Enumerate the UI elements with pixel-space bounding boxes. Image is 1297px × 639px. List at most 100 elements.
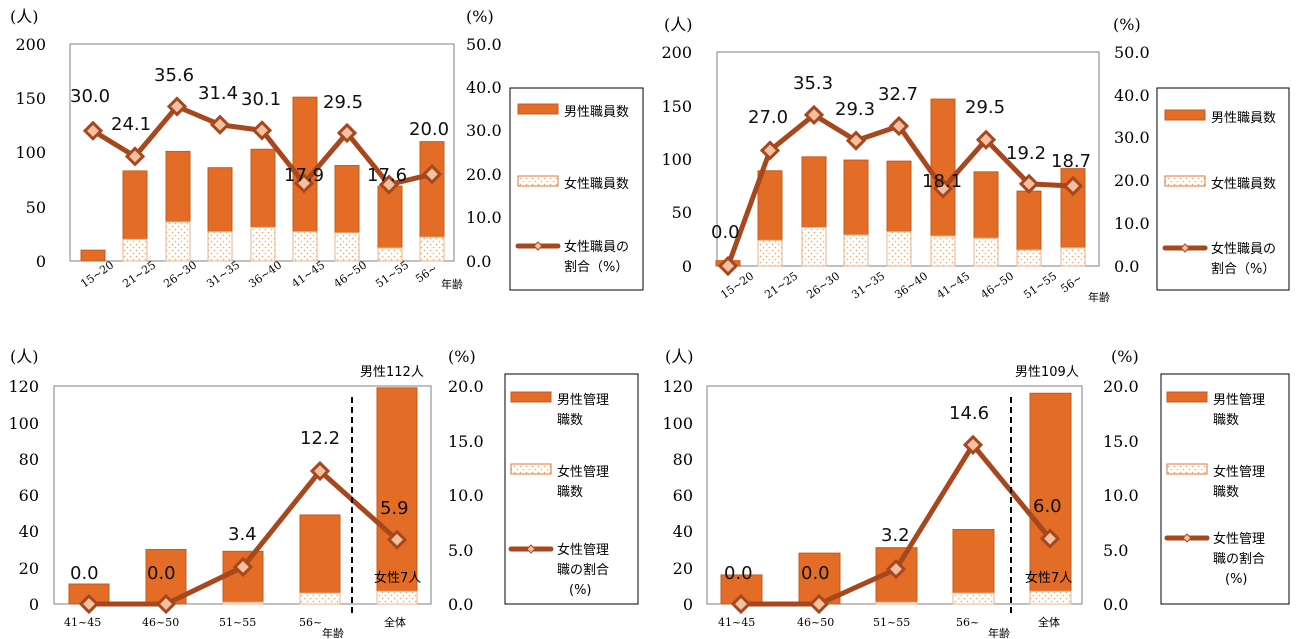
chart-top-right-category-label-1: 21~25 [762,269,800,301]
chart-top-left-legend-female-swatch [517,175,559,187]
chart-top-right-legend-box [1156,87,1290,291]
chart-top-right-data-label-3: 29.3 [835,99,875,120]
chart-bottom-right-right-tick-2: 10.0 [1103,486,1139,505]
chart-bottom-left-ratio-point-2 [232,556,254,578]
chart-bottom-right-right-tick-1: 15.0 [1103,432,1139,451]
chart-bottom-left-data-label-2: 3.4 [228,524,257,545]
chart-top-left-x-axis-label: 年齢 [441,277,463,291]
chart-top-left-category-label-5: 41~45 [289,258,327,290]
chart-top-right-right-tick-2: 30.0 [1114,128,1150,147]
chart-top-right-data-label-8: 18.7 [1051,151,1091,172]
chart-top-right-legend-text-2-b: 割合（%） [1211,261,1275,277]
chart-top-left-legend-text-0-a: 男性職員数 [564,105,629,120]
chart-bottom-left-left-tick-6: 0 [29,595,39,614]
chart-bottom-right-category-label-0: 41~45 [718,616,755,629]
chart-bottom-left-female-bar-2 [222,601,264,605]
chart-bottom-left-category-label-4: 全体 [384,615,406,629]
chart-top-left-right-tick-0: 50.0 [466,35,502,54]
chart-top-right-data-label-4: 32.7 [878,84,918,105]
chart-top-right-left-tick-4: 0 [682,257,692,276]
chart-top-left-right-tick-5: 0.0 [466,252,491,271]
chart-top-right-data-label-6: 29.5 [965,97,1005,118]
chart-bottom-left-x-axis-label: 年齢 [322,626,344,639]
chart-bottom-left-data-label-3: 12.2 [300,428,340,449]
chart-bottom-left-left-tick-3: 60 [19,486,39,505]
chart-bottom-right-left-tick-5: 20 [673,559,693,578]
chart-top-right-female-bar-6 [973,237,999,267]
chart-bottom-right-left-axis-unit: (人) [665,347,694,366]
chart-top-right-category-label-4: 36~40 [892,269,930,301]
chart-top-right-right-tick-0: 50.0 [1114,43,1150,62]
chart-top-right-ratio-point-0 [717,255,739,277]
chart-bottom-left-left-tick-1: 100 [8,414,39,433]
chart-bottom-right-ratio-point-0 [730,593,752,615]
chart-bottom-left-legend-female-swatch [510,463,552,475]
chart-top-right-female-bar-7 [1016,249,1042,267]
chart-bottom-left-data-label-1: 0.0 [147,563,176,584]
chart-bottom-left-legend-text-2-a: 女性管理 [557,542,609,558]
chart-top-left-left-tick-0: 200 [15,35,46,54]
chart-bottom-right-left-tick-6: 0 [683,595,693,614]
chart-bottom-right-female-bar-4 [1029,590,1072,605]
chart-top-left-female-bar-3 [207,231,233,262]
chart-bottom-right-legend-text-2-b: 職の割合 [1213,551,1265,567]
chart-bottom-left-category-label-0: 41~45 [64,616,101,629]
chart-bottom-right-right-axis-unit: (%) [1111,347,1139,366]
chart-bottom-left-female-bar-4 [376,590,418,605]
chart-bottom-left-ratio-point-4 [386,529,408,550]
chart-top-right-left-tick-0: 200 [661,43,692,62]
chart-top-right-left-axis-unit: (人) [664,15,693,34]
chart-bottom-left-left-tick-2: 80 [19,450,39,469]
chart-bottom-left-legend-text-0-a: 男性管理 [557,393,609,408]
chart-bottom-right-ratio-point-3 [962,434,984,455]
chart-top-left-category-label-1: 21~25 [120,258,158,290]
chart-top-right-ratio-point-2 [803,104,825,126]
chart-top-right-right-tick-3: 20.0 [1114,171,1150,190]
chart-top-left-female-bar-7 [377,247,403,262]
chart-top-right-female-bar-5 [930,235,956,267]
chart-bottom-right-right-tick-3: 5.0 [1103,541,1128,560]
chart-bottom-right-legend-male-swatch [1166,391,1208,403]
chart-top-left-data-label-1: 24.1 [111,114,151,135]
chart-top-left-data-label-0: 30.0 [70,86,110,107]
chart-top-right-female-bar-1 [757,239,783,267]
chart-top-left-legend-text-2-b: 割合（%） [564,259,628,275]
chart-top-left-category-label-0: 15~20 [78,258,116,290]
chart-bottom-left-legend-text-2-b: 職の割合 [557,562,609,578]
chart-top-right-data-label-0: 0.0 [711,222,740,243]
chart-top-left-legend-text-1-a: 女性職員数 [564,176,629,192]
chart-top-left-female-bar-2 [165,221,191,262]
chart-top-left-category-label-6: 46~50 [331,258,369,290]
chart-bottom-right-female-bar-3 [952,592,995,605]
chart-top-left-category-label-4: 36~40 [246,258,284,290]
chart-top-right-category-label-0: 15~20 [718,269,756,301]
chart-bottom-left-data-label-4: 5.9 [380,498,409,519]
chart-top-left-right-tick-1: 40.0 [466,78,502,97]
chart-bottom-right-data-label-2: 3.2 [881,525,910,546]
chart-top-left-female-bar-6 [334,232,360,262]
chart-bottom-left-right-tick-1: 15.0 [448,432,484,451]
chart-top-left-data-label-4: 30.1 [241,89,281,110]
chart-bottom-right-x-axis-label: 年齢 [988,626,1010,639]
chart-top-left-data-label-7: 17.6 [367,165,407,186]
chart-bottom-left-category-label-2: 51~55 [219,616,256,629]
chart-top-right-left-tick-3: 50 [672,203,692,222]
chart-bottom-left-right-tick-3: 5.0 [448,541,473,560]
chart-top-left-female-bar-5 [292,231,318,262]
chart-bottom-right-ratio-point-1 [808,593,830,615]
chart-bottom-right-data-label-0: 0.0 [724,563,753,584]
chart-bottom-left-legend-box [504,373,639,605]
chart-top-right-category-label-7: 51~55 [1021,269,1059,301]
chart-top-left-legend-box [509,87,644,291]
chart-bottom-right-ratio-point-2 [885,558,907,580]
chart-top-left-right-axis-unit: (%) [466,7,494,26]
chart-bottom-right-annotation-1: 女性7人 [1025,570,1072,586]
chart-bottom-right-legend-line-marker [1182,533,1192,543]
chart-bottom-right-legend-box [1160,373,1290,605]
chart-top-right-ratio-point-1 [759,140,781,161]
chart-top-left-category-label-2: 26~30 [161,258,199,290]
chart-bottom-left-ratio-point-0 [78,593,100,615]
chart-bottom-right-left-tick-4: 40 [673,522,693,541]
chart-top-right-category-label-3: 31~35 [849,269,887,301]
chart-bottom-left-male-bar-4 [376,387,418,605]
